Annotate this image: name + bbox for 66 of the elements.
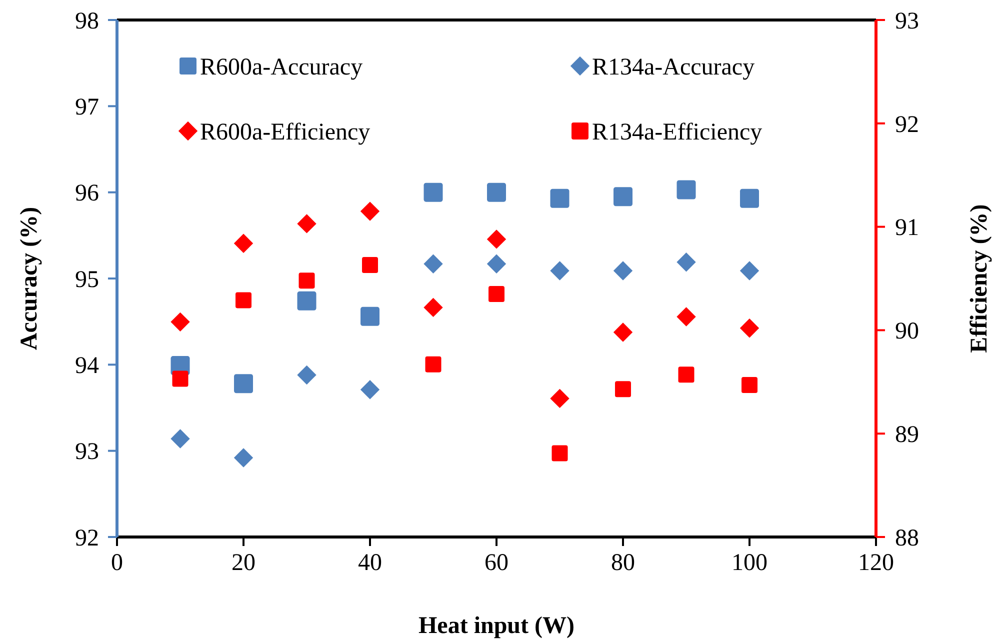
y2-tick-label: 90 xyxy=(895,318,919,345)
x-tick-label: 20 xyxy=(232,550,256,576)
x-tick-label: 0 xyxy=(111,550,123,576)
point xyxy=(678,366,694,383)
point xyxy=(676,252,696,272)
point xyxy=(740,261,760,280)
point xyxy=(488,286,504,302)
y2-tick-label: 91 xyxy=(895,215,919,242)
y-tick-label: 93 xyxy=(75,439,99,466)
y-tick-label: 95 xyxy=(75,266,99,293)
y-tick-label: 98 xyxy=(75,8,99,34)
point xyxy=(234,374,253,394)
point xyxy=(742,377,758,393)
point xyxy=(550,261,570,280)
point xyxy=(234,448,254,468)
y-tick-label: 96 xyxy=(75,180,99,207)
point xyxy=(362,257,378,274)
point xyxy=(614,187,632,206)
point xyxy=(360,202,380,221)
point xyxy=(615,381,631,398)
y-axis-title: Accuracy (%) xyxy=(16,206,42,350)
point xyxy=(613,261,633,280)
y-tick-label: 92 xyxy=(75,525,99,552)
y2-tick-label: 93 xyxy=(895,8,919,34)
point xyxy=(425,356,442,372)
legend-label: R134a-Efficiency xyxy=(592,119,762,146)
point xyxy=(552,445,568,462)
point xyxy=(550,388,570,408)
y2-tick-label: 92 xyxy=(895,112,919,138)
point xyxy=(170,429,190,448)
point xyxy=(740,188,759,208)
point xyxy=(676,307,696,326)
x-tick-label: 60 xyxy=(484,550,508,576)
x-tick-label: 120 xyxy=(858,550,894,576)
y-tick-label: 97 xyxy=(75,94,99,121)
point xyxy=(487,182,506,202)
point xyxy=(424,298,443,318)
point xyxy=(297,291,316,310)
point xyxy=(170,312,190,332)
point xyxy=(234,234,254,253)
y-tick-label: 94 xyxy=(75,353,99,380)
legend-label: R600a-Efficiency xyxy=(200,119,370,146)
point xyxy=(740,318,760,338)
point xyxy=(486,230,506,249)
point xyxy=(172,370,188,387)
legend-label: R134a-Accuracy xyxy=(592,54,755,80)
point xyxy=(424,254,443,274)
point xyxy=(360,306,380,326)
point xyxy=(297,214,316,234)
point xyxy=(424,182,443,202)
point xyxy=(298,272,315,289)
point xyxy=(613,322,633,342)
point xyxy=(486,254,506,274)
x-tick-label: 100 xyxy=(732,550,768,576)
point xyxy=(297,365,316,385)
x-axis-title: Heat input (W) xyxy=(418,613,574,639)
y2-tick-label: 89 xyxy=(895,422,919,448)
y2-tick-label: 88 xyxy=(895,525,919,552)
legend-label: R600a-Accuracy xyxy=(200,54,363,80)
point xyxy=(236,292,252,308)
point xyxy=(550,188,570,208)
point xyxy=(676,180,696,200)
y2-axis-title: Efficiency (%) xyxy=(966,204,992,353)
point xyxy=(360,380,380,400)
x-tick-label: 80 xyxy=(611,550,635,576)
x-tick-label: 40 xyxy=(358,550,382,576)
